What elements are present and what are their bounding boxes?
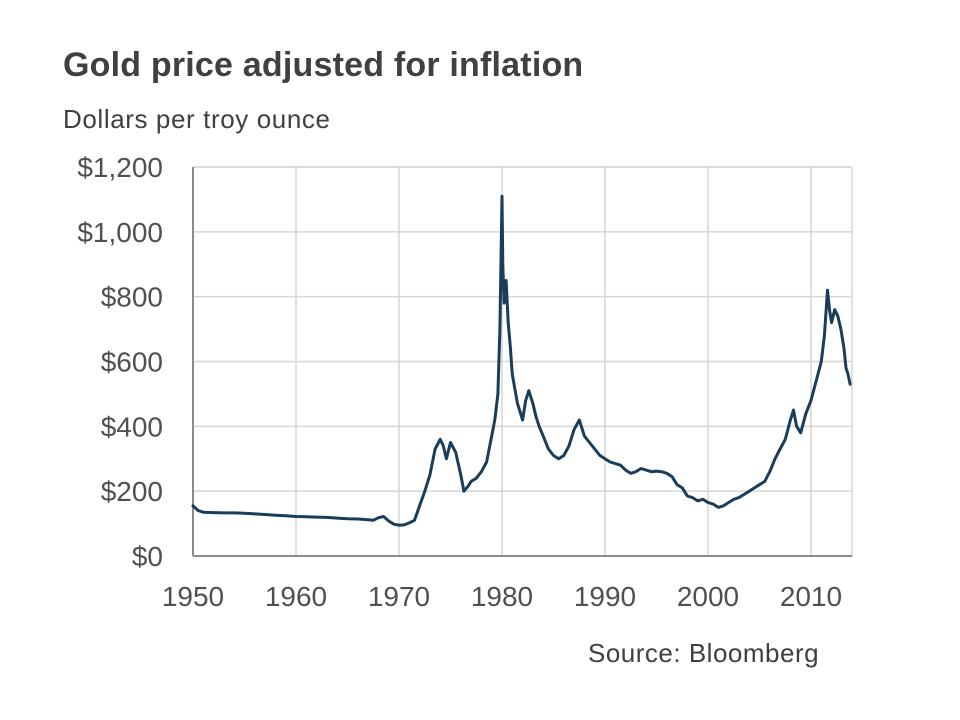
x-tick-label: 2000 — [677, 581, 739, 612]
y-tick-label: $1,000 — [77, 217, 163, 248]
x-tick-label: 1950 — [162, 581, 224, 612]
y-tick-label: $800 — [101, 282, 163, 313]
chart-grid — [193, 166, 852, 556]
price-series — [191, 194, 852, 527]
y-tick-label: $400 — [101, 411, 163, 442]
x-tick-label: 1960 — [265, 581, 327, 612]
y-tick-label: $1,200 — [77, 152, 163, 183]
x-tick-label: 1970 — [368, 581, 430, 612]
x-tick-label: 2010 — [780, 581, 842, 612]
y-tick-label: $600 — [101, 347, 163, 378]
x-tick-label: 1990 — [574, 581, 636, 612]
chart-axes — [192, 166, 853, 557]
y-axis-tick-labels: $0 $200 $400 $600 $800 $1,000 $1,200 — [77, 152, 163, 572]
y-tick-label: $200 — [101, 476, 163, 507]
chart-title: Gold price adjusted for inflation — [63, 46, 584, 84]
y-tick-label: $0 — [132, 541, 163, 572]
source-note: Source: Bloomberg — [588, 638, 820, 668]
series-line — [191, 194, 852, 527]
x-tick-label: 1980 — [471, 581, 533, 612]
chart-subtitle: Dollars per troy ounce — [63, 104, 331, 134]
x-axis-tick-labels: 1950 1960 1970 1980 1990 2000 2010 — [162, 581, 842, 612]
